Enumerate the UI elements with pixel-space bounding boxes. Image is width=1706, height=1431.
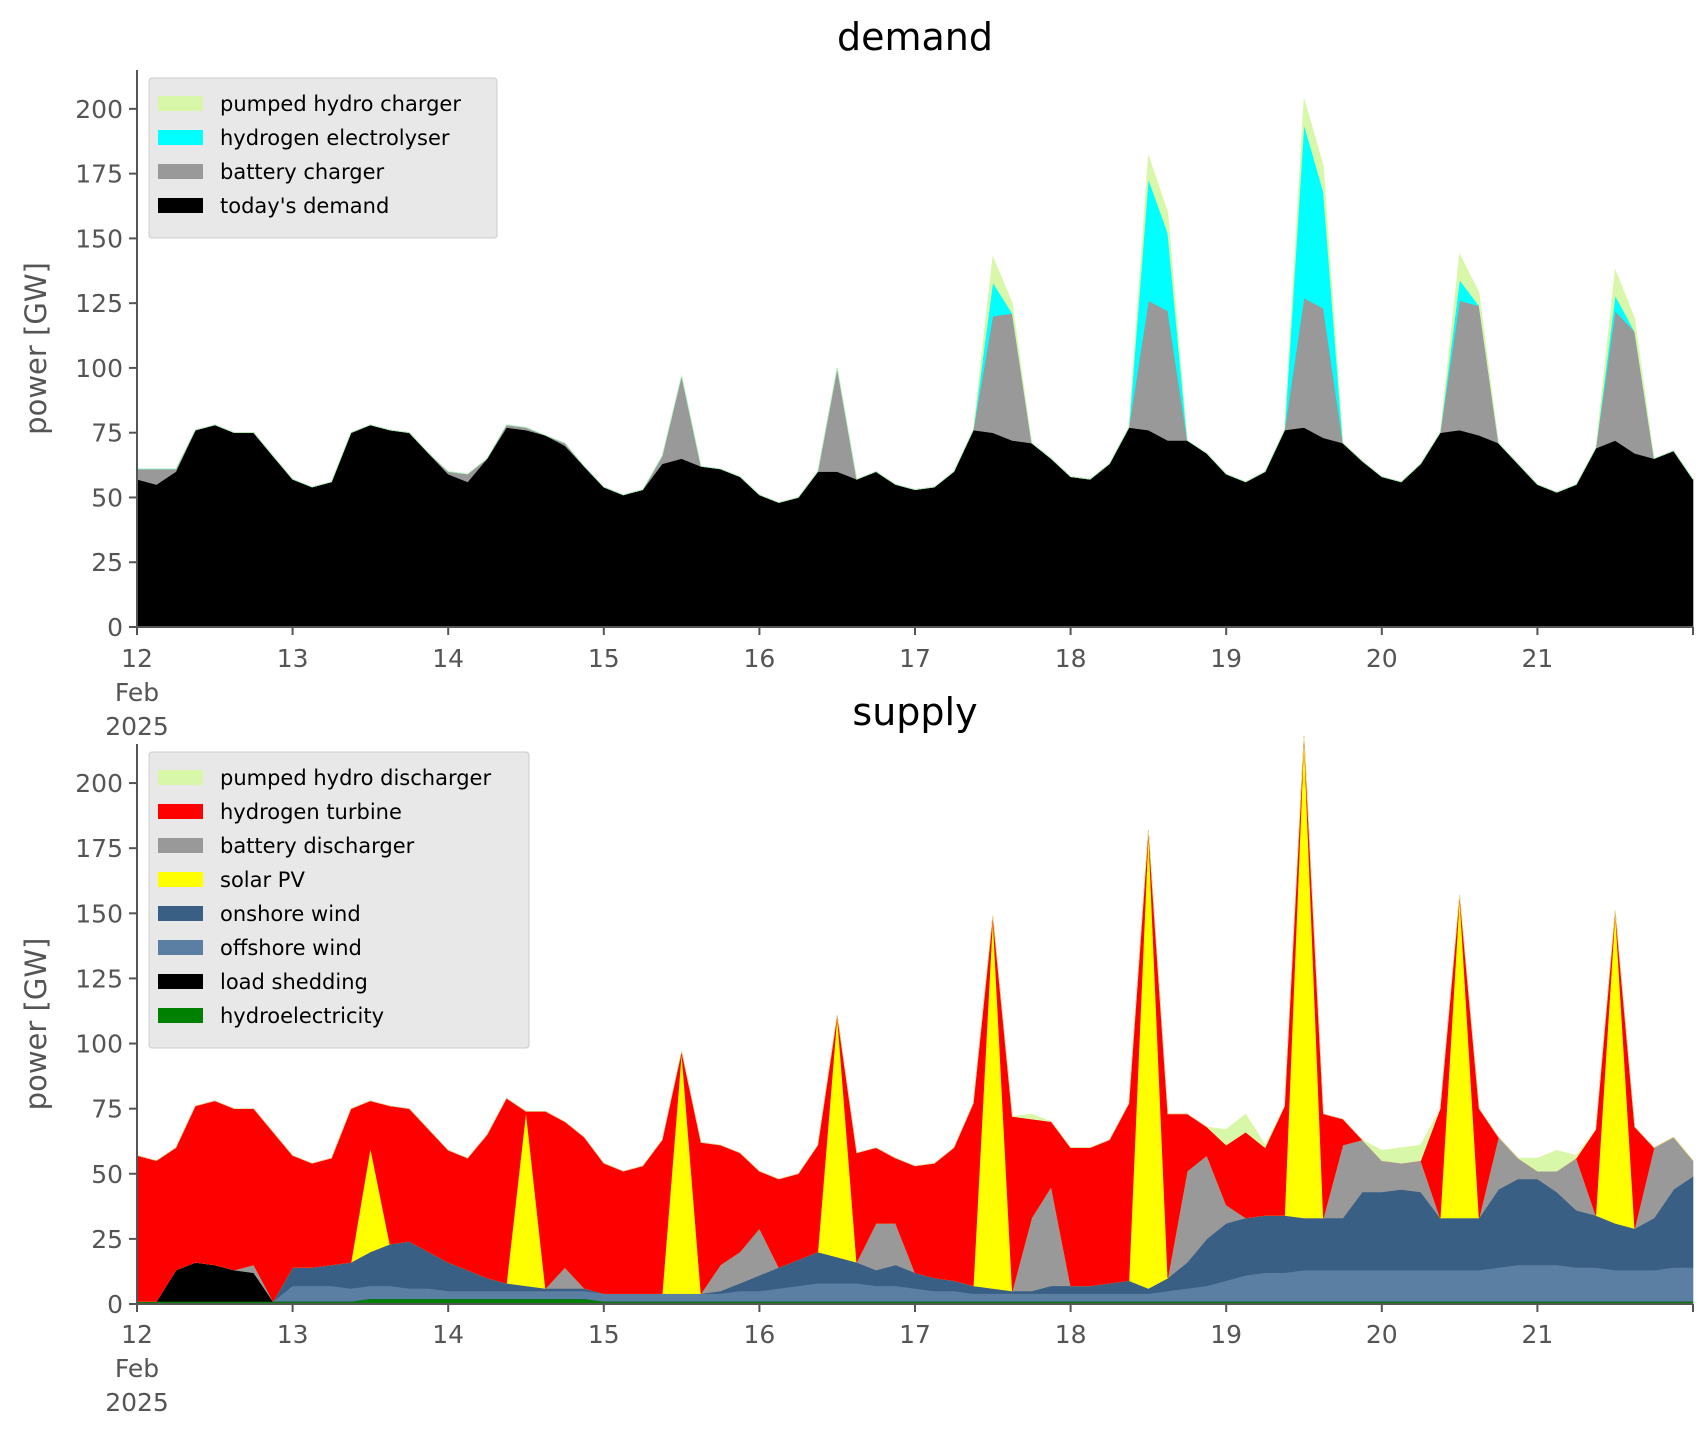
x-tick-sublabel: 2025	[105, 1388, 169, 1417]
legend-swatch	[158, 906, 203, 921]
legend-swatch	[158, 872, 203, 887]
x-tick-label: 21	[1521, 644, 1553, 673]
y-axis-label: power [GW]	[19, 938, 53, 1111]
x-tick-label: 20	[1366, 644, 1398, 673]
x-tick-label: 12	[121, 644, 153, 673]
y-tick-label: 50	[91, 1160, 123, 1189]
chart-title: demand	[837, 15, 993, 59]
y-tick-label: 200	[75, 769, 123, 798]
x-tick-label: 13	[277, 1320, 309, 1349]
legend: pumped hydro charger hydrogen electrolyse…	[148, 77, 498, 239]
y-tick-label: 75	[91, 1095, 123, 1124]
legend-label: offshore wind	[220, 936, 362, 960]
x-tick-label: 15	[588, 1320, 620, 1349]
x-tick-label: 18	[1055, 1320, 1087, 1349]
legend-label: solar PV	[220, 868, 305, 892]
legend-swatch	[158, 96, 203, 111]
legend-label: battery discharger	[220, 834, 415, 858]
legend-label: hydrogen electrolyser	[220, 126, 450, 150]
legend: pumped hydro discharger hydrogen turbine b…	[148, 751, 530, 1049]
legend-label: pumped hydro charger	[220, 92, 461, 116]
y-tick-label: 175	[75, 834, 123, 863]
x-tick-label: 14	[432, 644, 464, 673]
legend-label: battery charger	[220, 160, 385, 184]
y-tick-label: 200	[75, 95, 123, 124]
x-tick-label: 16	[743, 1320, 775, 1349]
area-pumped-hydro-charger	[137, 98, 1694, 503]
demand-chart: demand 0 25 50 75 100 125 150 175 200 power [GW] 12…	[19, 15, 1694, 741]
area-pumped-hydro-discharger	[136, 736, 1694, 1180]
y-tick-label: 50	[91, 483, 123, 512]
y-tick-label: 150	[75, 224, 123, 253]
legend-swatch	[158, 198, 203, 213]
y-tick-label: 175	[75, 160, 123, 189]
legend-label: load shedding	[220, 970, 368, 994]
legend-label: onshore wind	[220, 902, 361, 926]
y-tick-label: 100	[75, 1030, 123, 1059]
legend-swatch	[158, 164, 203, 179]
legend-swatch	[158, 804, 203, 819]
area-today-s-demand	[136, 424, 1694, 628]
x-tick-label: 16	[743, 644, 775, 673]
legend-swatch	[158, 130, 203, 145]
y-tick-label: 0	[107, 613, 123, 642]
y-tick-label: 25	[91, 1225, 123, 1254]
x-tick-sublabel: Feb	[115, 678, 159, 707]
x-tick-label: 17	[899, 644, 931, 673]
y-tick-label: 125	[75, 964, 123, 993]
legend-swatch	[158, 974, 203, 989]
y-tick-label: 150	[75, 899, 123, 928]
y-tick-label: 125	[75, 289, 123, 318]
y-axis-label: power [GW]	[19, 262, 53, 435]
x-tick-label: 21	[1521, 1320, 1553, 1349]
x-tick-label: 15	[588, 644, 620, 673]
x-tick-label: 19	[1210, 644, 1242, 673]
x-tick-label: 18	[1055, 644, 1087, 673]
x-tick-label: 13	[277, 644, 309, 673]
x-tick-label: 20	[1366, 1320, 1398, 1349]
legend-label: pumped hydro discharger	[220, 766, 491, 790]
legend-box	[148, 77, 498, 239]
y-tick-label: 100	[75, 354, 123, 383]
legend-label: hydrogen turbine	[220, 800, 402, 824]
legend-swatch	[158, 940, 203, 955]
x-tick-label: 12	[121, 1320, 153, 1349]
x-tick-label: 19	[1210, 1320, 1242, 1349]
legend-swatch	[158, 1008, 203, 1023]
legend-label: today's demand	[220, 194, 389, 218]
y-tick-label: 75	[91, 419, 123, 448]
x-tick-label: 17	[899, 1320, 931, 1349]
y-tick-label: 25	[91, 548, 123, 577]
supply-chart: supply 0 25 50 75 100 125 150 175 200 power [GW] 12…	[19, 690, 1694, 1417]
x-tick-sublabel: Feb	[115, 1354, 159, 1383]
x-tick-label: 14	[432, 1320, 464, 1349]
y-tick-label: 0	[107, 1290, 123, 1319]
x-tick-sublabel: 2025	[105, 712, 169, 741]
legend-swatch	[158, 838, 203, 853]
legend-label: hydroelectricity	[220, 1004, 384, 1028]
legend-box	[148, 751, 530, 1049]
legend-swatch	[158, 770, 203, 785]
chart-title: supply	[852, 690, 977, 734]
